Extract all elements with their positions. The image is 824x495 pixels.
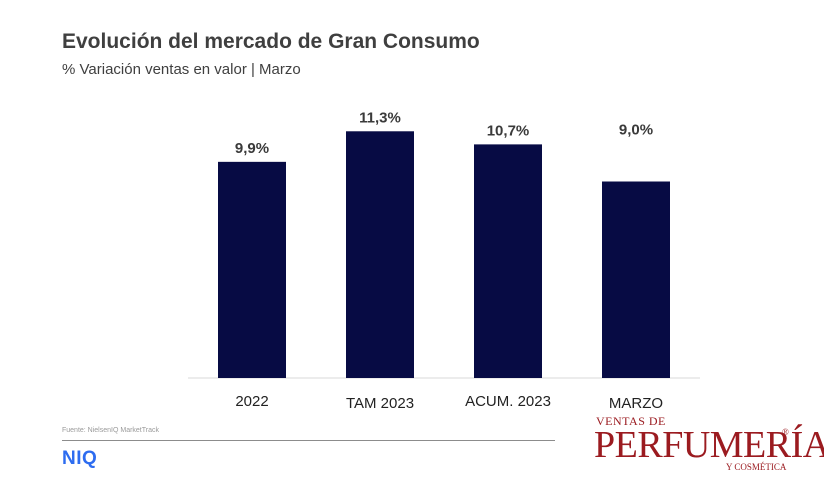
brand-logo-bottom-text: Y COSMÉTICA [726, 462, 787, 472]
chart-title: Evolución del mercado de Gran Consumo [62, 30, 480, 53]
ventas-de-perfumeria-logo: VENTAS DE PERFUMERÍA ® Y COSMÉTICA [594, 410, 824, 476]
data-label-3: 9,0% [619, 122, 653, 139]
bar-chart: 9,9% 2022 11,3% TAM 2023 10,7% ACUM. 2023 9,0%… [188, 109, 700, 412]
brand-logo-main-text: PERFUMERÍA [594, 424, 824, 466]
data-label-1: 11,3% [359, 109, 401, 126]
chart-subtitle: % Variación ventas en valor | Marzo [62, 61, 301, 78]
x-tick-label-2: ACUM. 2023 [465, 393, 551, 410]
data-label-0: 9,9% [235, 140, 269, 157]
x-tick-label-0: 2022 [235, 393, 268, 410]
niq-logo: NIQ [62, 448, 98, 469]
data-label-2: 10,7% [487, 122, 530, 139]
footer-divider [62, 440, 555, 441]
x-tick-label-3: MARZO [609, 395, 663, 412]
brand-logo-top-text: VENTAS DE [596, 414, 666, 428]
bar-1 [346, 131, 414, 378]
bar-0 [218, 161, 286, 378]
bar-3 [602, 181, 670, 378]
x-tick-label-1: TAM 2023 [346, 395, 414, 412]
source-note: Fuente: NielsenIQ MarketTrack [62, 427, 159, 434]
bar-2 [474, 144, 542, 378]
registered-mark: ® [782, 427, 789, 437]
